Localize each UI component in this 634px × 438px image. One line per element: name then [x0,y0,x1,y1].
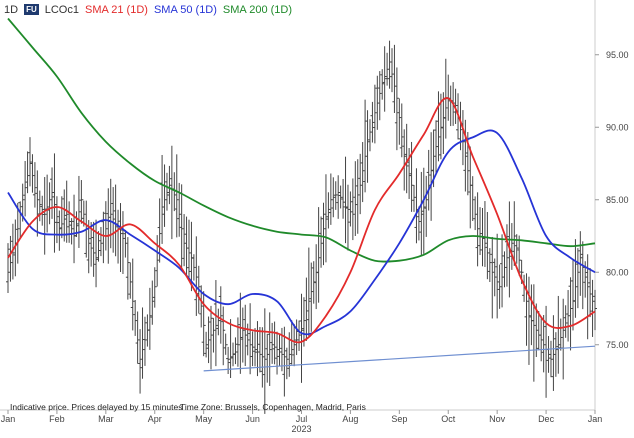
interval-label[interactable]: 1D [4,4,19,16]
x-tick-label: Sep [391,414,407,424]
y-tick-label: 85.00 [606,195,629,205]
sma50-line [7,129,596,336]
y-tick-label: 90.00 [606,122,629,132]
x-tick-label: Jun [245,414,260,424]
legend-sma21[interactable]: SMA 21 (1D) [84,4,148,16]
x-tick-label: May [195,414,213,424]
x-tick-label: Apr [148,414,162,424]
symbol-label[interactable]: LCOc1 [44,4,79,16]
legend-sma200[interactable]: SMA 200 (1D) [222,4,293,16]
x-tick-label: Jan [1,414,16,424]
x-tick-label: Nov [489,414,506,424]
y-tick-label: 75.00 [606,340,629,350]
sma21-line [7,97,596,344]
timezone-note: Time Zone: Brussels, Copenhagen, Madrid,… [180,402,366,412]
x-tick-label: Feb [49,414,65,424]
sma200-line [7,17,596,263]
legend-sma50[interactable]: SMA 50 (1D) [153,4,217,16]
y-tick-label: 95.00 [606,50,629,60]
x-tick-label: Jul [296,414,308,424]
support-trendline [203,345,596,372]
x-tick-label: Oct [441,414,456,424]
exchange-badge: FU [24,4,39,15]
x-tick-label: Jan [588,414,603,424]
y-tick-label: 80.00 [606,267,629,277]
x-tick-label: Mar [98,414,114,424]
x-tick-label: Dec [538,414,555,424]
x-year-label: 2023 [291,424,311,433]
x-tick-label: Aug [342,414,358,424]
chart-header: 1D FU LCOc1 SMA 21 (1D) SMA 50 (1D) SMA 200 (… [4,4,298,16]
delay-note: Indicative price. Prices delayed by 15 m… [10,402,183,412]
